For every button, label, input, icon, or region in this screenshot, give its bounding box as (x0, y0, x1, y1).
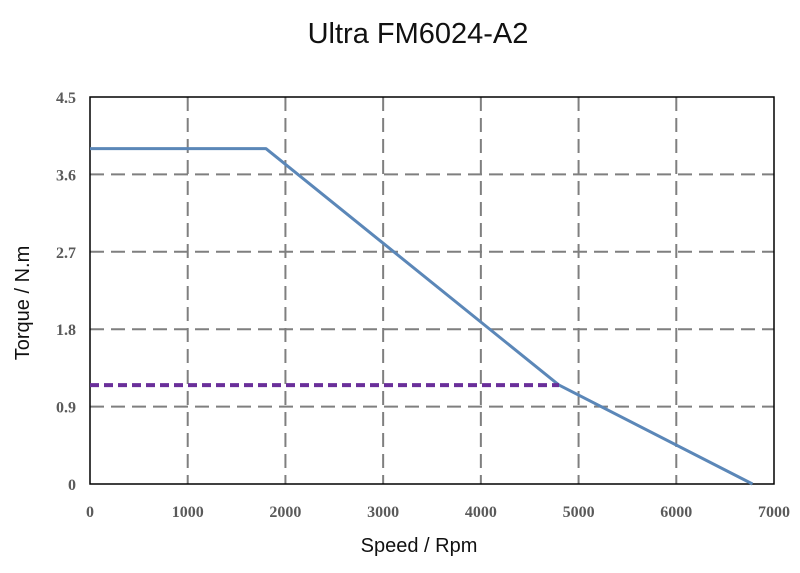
x-tick-label: 3000 (367, 504, 399, 521)
x-tick-label: 1000 (172, 504, 204, 521)
torque-curve-line (90, 147, 754, 486)
chart-title: Ultra FM6024-A2 (308, 18, 529, 50)
y-tick-label: 3.6 (56, 167, 76, 184)
x-tick-label: 0 (86, 504, 94, 521)
grid-lines (90, 97, 774, 484)
x-axis-ticks: 0 1000 2000 3000 4000 5000 6000 7000 (86, 504, 790, 521)
x-tick-label: 7000 (758, 504, 790, 521)
y-tick-label: 0 (68, 477, 76, 494)
x-tick-label: 6000 (660, 504, 692, 521)
x-tick-label: 5000 (563, 504, 595, 521)
x-axis-label: Speed / Rpm (361, 535, 478, 557)
y-axis-ticks: 0 0.9 1.8 2.7 3.6 4.5 (56, 90, 76, 494)
y-tick-label: 1.8 (56, 322, 76, 339)
y-axis-label: Torque / N.m (12, 246, 34, 360)
x-tick-label: 2000 (269, 504, 301, 521)
x-tick-label: 4000 (465, 504, 497, 521)
y-tick-label: 0.9 (56, 400, 76, 417)
data-series (90, 147, 754, 486)
y-tick-label: 2.7 (56, 245, 76, 262)
plot-frame (89, 96, 775, 485)
y-tick-label: 4.5 (56, 90, 76, 107)
